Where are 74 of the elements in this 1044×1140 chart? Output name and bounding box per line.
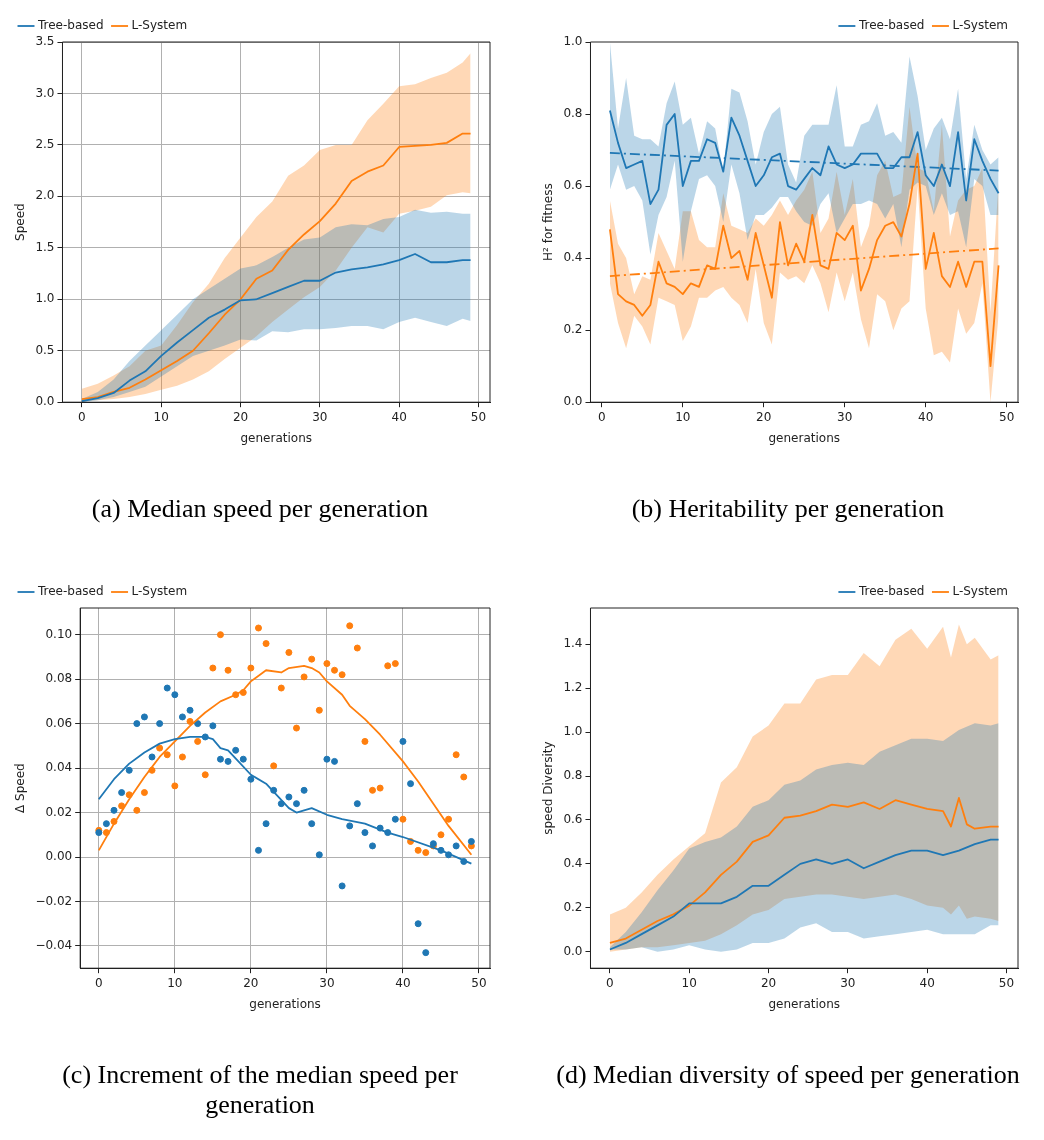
y-tick-label: −0.02 xyxy=(35,893,73,908)
y-tick-label: 0.02 xyxy=(45,804,73,819)
x-tick-label: 20 xyxy=(243,975,259,990)
x-tick-label: 20 xyxy=(756,409,772,424)
y-tick-label: 0.2 xyxy=(563,322,583,337)
y-tick-label: 0.0 xyxy=(563,943,583,958)
legend-label: L-System xyxy=(952,584,1009,599)
y-tick-label: 0.06 xyxy=(45,715,73,730)
x-tick-label: 0 xyxy=(94,975,103,990)
x-axis-title: generations xyxy=(249,996,321,1011)
y-tick-label: 0.10 xyxy=(45,626,73,641)
y-tick-label: 0.8 xyxy=(563,768,583,783)
y-tick-label: 0.6 xyxy=(563,812,583,827)
x-tick-label: 40 xyxy=(391,409,407,424)
x-tick-label: 30 xyxy=(312,409,328,424)
y-tick-label: 1.0 xyxy=(563,724,583,739)
y-tick-label: 1.2 xyxy=(563,680,583,695)
x-tick-label: 50 xyxy=(999,409,1015,424)
y-tick-label: 0.6 xyxy=(563,178,583,193)
y-tick-label: 0.2 xyxy=(563,899,583,914)
y-tick-label: 0.04 xyxy=(45,760,73,775)
x-axis-title: generations xyxy=(768,430,840,445)
y-tick-label: 0.5 xyxy=(35,342,55,357)
x-tick-label: 30 xyxy=(837,409,853,424)
legend-label: Tree-based xyxy=(37,18,104,33)
x-tick-label: 10 xyxy=(167,975,183,990)
y-axis-title: speed Diversity xyxy=(541,741,556,835)
legend-label: L-System xyxy=(131,584,188,599)
y-tick-label: 3.0 xyxy=(35,85,55,100)
y-tick-label: 0.0 xyxy=(35,394,55,409)
y-axis-title: Δ Speed xyxy=(13,763,28,813)
legend-label: Tree-based xyxy=(857,584,925,599)
legend-label: L-System xyxy=(952,18,1009,33)
y-axis-title: Speed xyxy=(13,203,28,241)
x-tick-label: 50 xyxy=(998,975,1015,990)
y-tick-label: 0.0 xyxy=(563,394,583,409)
x-tick-label: 50 xyxy=(470,409,487,424)
y-tick-label: 0.08 xyxy=(45,671,73,686)
x-tick-label: 0 xyxy=(598,409,606,424)
y-tick-label: 0.8 xyxy=(563,106,583,121)
x-tick-label: 10 xyxy=(675,409,691,424)
x-tick-label: 0 xyxy=(78,409,86,424)
legend-label: Tree-based xyxy=(37,584,104,599)
text: (b) Heritability per generation xyxy=(630,494,946,524)
legend-label: Tree-based xyxy=(857,18,925,33)
text: (d) Median diversity of speed per generation xyxy=(555,1060,1021,1090)
x-tick-label: 10 xyxy=(681,975,697,990)
y-tick-label: 2.5 xyxy=(35,137,55,152)
y-tick-label: 1.0 xyxy=(563,34,583,49)
x-tick-label: 20 xyxy=(232,409,249,424)
x-axis-title: generations xyxy=(240,430,312,445)
y-tick-label: 0.4 xyxy=(563,856,583,870)
x-tick-label: 30 xyxy=(840,975,856,990)
x-tick-label: 20 xyxy=(760,975,777,990)
x-axis-title: generations xyxy=(768,996,840,1011)
x-tick-label: 10 xyxy=(153,409,169,424)
text: (c) Increment of the median speed per generation xyxy=(61,1060,459,1120)
y-tick-label: 1.4 xyxy=(563,636,583,651)
y-tick-label: 1.0 xyxy=(35,291,55,306)
x-tick-label: 30 xyxy=(319,975,335,990)
y-tick-label: 2.0 xyxy=(35,188,55,203)
y-axis-title: H² for fitness xyxy=(541,183,556,261)
x-tick-label: 40 xyxy=(918,409,934,424)
text: (a) Median speed per generation xyxy=(90,494,430,524)
x-tick-label: 50 xyxy=(471,975,487,990)
y-tick-label: 3.5 xyxy=(35,34,55,49)
x-tick-label: 40 xyxy=(919,975,935,990)
x-tick-label: 40 xyxy=(395,975,411,990)
y-tick-label: 1.5 xyxy=(35,239,55,254)
x-tick-label: 0 xyxy=(606,975,614,990)
y-tick-label: −0.04 xyxy=(35,938,73,953)
y-tick-label: 0.00 xyxy=(45,849,73,864)
y-tick-label: 0.4 xyxy=(563,250,583,265)
legend-label: L-System xyxy=(131,18,188,33)
